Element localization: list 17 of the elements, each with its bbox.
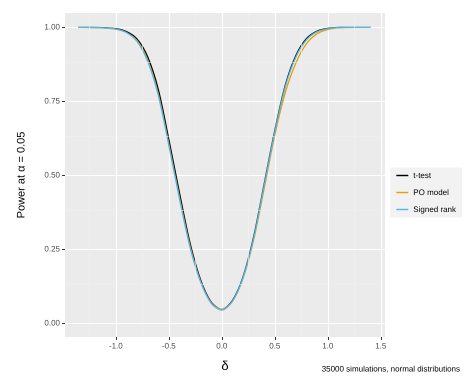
y-tick-label: 0.50 <box>44 170 61 180</box>
y-tick-label: 0.00 <box>44 318 61 328</box>
y-tick-label: 0.75 <box>44 96 61 106</box>
x-tick-label: 0.0 <box>216 342 228 350</box>
x-tick-label: -1.0 <box>108 342 124 350</box>
y-axis-title: Power at α = 0.05 <box>16 132 28 218</box>
legend-label: Signed rank <box>413 205 457 214</box>
text: 35000 simulations, normal distributions <box>322 364 460 374</box>
x-tick-label: 0.5 <box>269 342 281 350</box>
y-tick-label: 1.00 <box>44 22 61 32</box>
x-tick-label: -0.5 <box>162 342 176 350</box>
x-axis-title: δ <box>221 358 229 373</box>
x-tick-label: 1.5 <box>375 342 387 350</box>
y-tick-label: 0.25 <box>44 244 61 254</box>
legend-label: PO model <box>413 188 450 197</box>
legend-label: t-test <box>413 171 432 180</box>
x-tick-label: 1.0 <box>322 342 334 350</box>
